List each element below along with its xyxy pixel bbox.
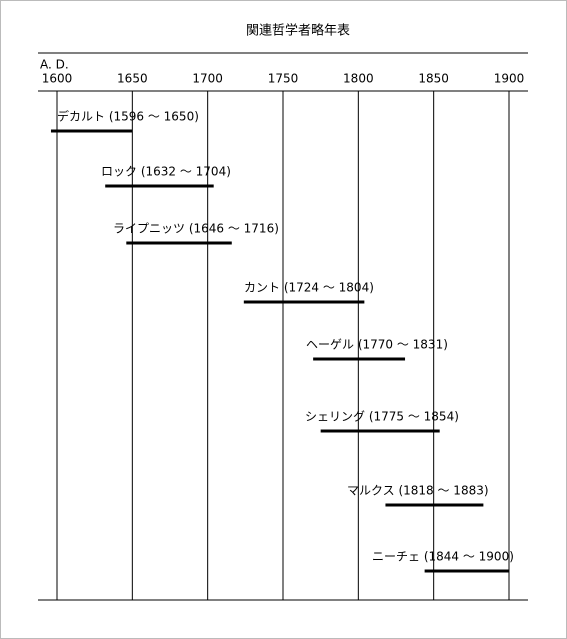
x-tick-label: 1900 — [494, 72, 525, 86]
x-tick-label: 1850 — [418, 72, 449, 86]
x-tick-label: 1700 — [192, 72, 223, 86]
period-label: マルクス (1818 ～ 1883) — [347, 484, 489, 498]
chart-title: 関連哲学者略年表 — [246, 23, 350, 39]
period-label: シェリング (1775 ～ 1854) — [305, 410, 459, 424]
period-label: ロック (1632 ～ 1704) — [101, 165, 231, 179]
period-label: ライプニッツ (1646 ～ 1716) — [113, 222, 279, 236]
period-label: デカルト (1596 ～ 1650) — [57, 109, 199, 124]
x-tick-label: 1600 — [42, 72, 73, 86]
x-tick-label: 1750 — [268, 72, 299, 86]
x-tick-label: 1650 — [117, 72, 148, 86]
period-label: ヘーゲル (1770 ～ 1831) — [306, 338, 448, 352]
period-label: カント (1724 ～ 1804) — [244, 281, 374, 295]
x-axis-label: A. D. — [40, 58, 69, 72]
x-tick-label: 1800 — [343, 72, 374, 86]
period-label: ニーチェ (1844 ～ 1900) — [372, 550, 514, 564]
